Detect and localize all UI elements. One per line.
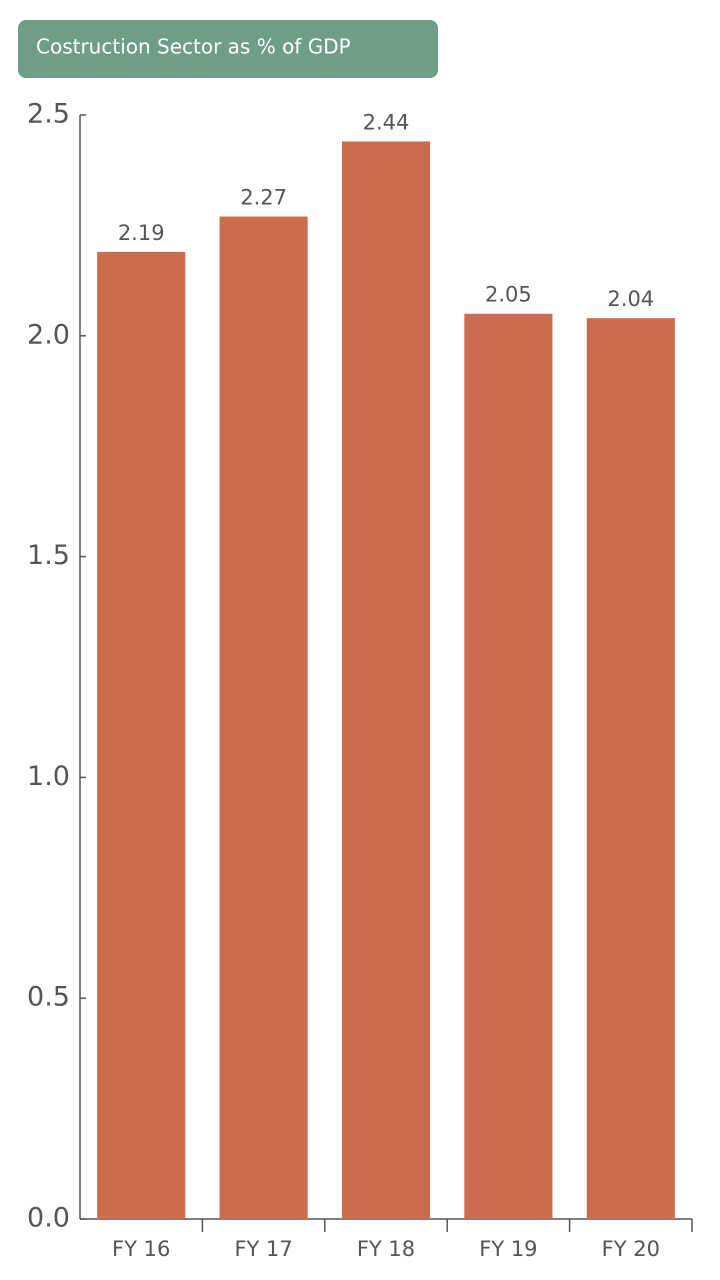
chart-title: Costruction Sector as % of GDP: [36, 35, 351, 59]
bar: [97, 251, 186, 1219]
bar: [219, 216, 308, 1219]
x-tick-label: FY 20: [602, 1237, 660, 1261]
title-badge: [18, 20, 438, 78]
bar: [586, 318, 675, 1219]
x-tick-label: FY 17: [234, 1237, 292, 1261]
x-tick-label: FY 16: [112, 1237, 170, 1261]
y-tick-label: 0.5: [27, 982, 70, 1013]
y-tick-label: 2.0: [27, 319, 70, 350]
value-label: 2.05: [485, 283, 532, 307]
value-label: 2.19: [118, 221, 165, 245]
bar: [341, 141, 431, 1220]
bar: [464, 313, 553, 1220]
x-tick-label: FY 19: [479, 1237, 537, 1261]
y-tick-label: 1.0: [27, 761, 70, 792]
x-tick-label: FY 18: [357, 1237, 415, 1261]
value-label: 2.27: [240, 186, 287, 210]
value-label: 2.04: [607, 287, 654, 311]
y-tick-label: 2.5: [27, 99, 70, 130]
value-label: 2.44: [363, 110, 410, 134]
y-tick-label: 0.0: [27, 1203, 70, 1234]
y-tick-label: 1.5: [27, 540, 70, 571]
